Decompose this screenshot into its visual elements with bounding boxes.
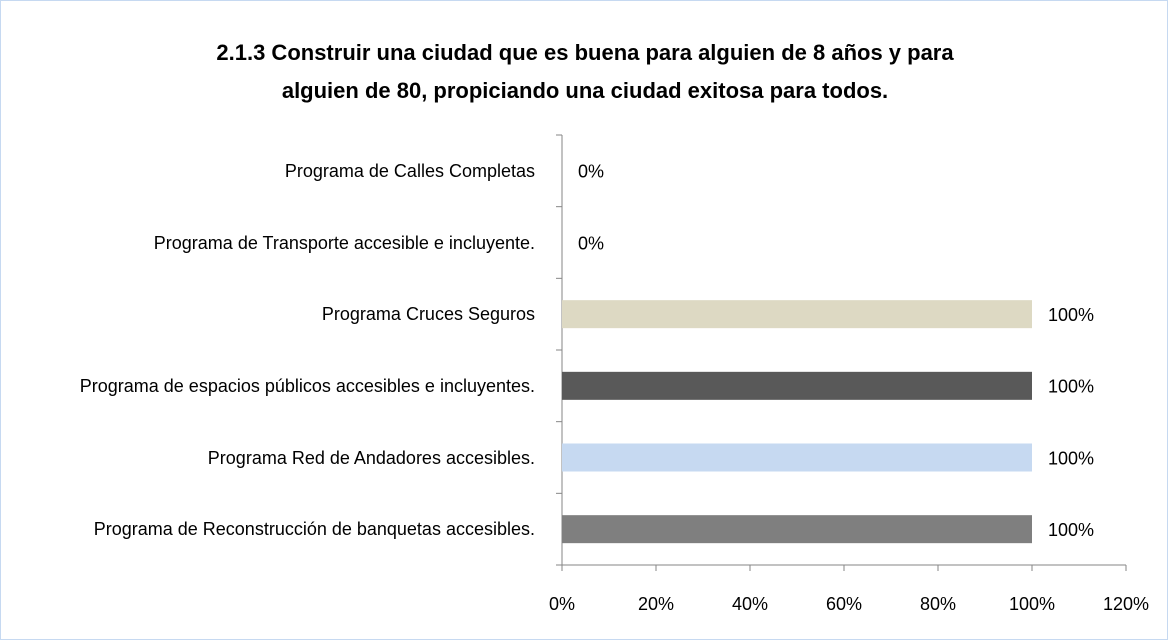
- bar: [562, 443, 1032, 472]
- x-tick-label: 100%: [1009, 594, 1055, 614]
- value-label: 100%: [1048, 377, 1094, 397]
- x-tick-label: 40%: [732, 594, 768, 614]
- x-tick-label: 20%: [638, 594, 674, 614]
- category-label: Programa Cruces Seguros: [321, 304, 535, 325]
- category-label: Programa de Reconstrucción de banquetas …: [93, 519, 535, 540]
- chart-title: 2.1.3 Construir una ciudad que es buena …: [216, 40, 954, 103]
- bar: [562, 371, 1032, 400]
- category-label: Programa Red de Andadores accesibles.: [207, 447, 535, 468]
- x-tick-label: 120%: [1103, 594, 1149, 614]
- category-label: Programa de espacios públicos accesibles…: [79, 375, 535, 396]
- value-label: 0%: [578, 233, 604, 253]
- bar: [562, 515, 1032, 544]
- value-label: 100%: [1048, 305, 1094, 325]
- value-label: 100%: [1048, 448, 1094, 468]
- chart: 0% 20% 40% 60% 80% 100% 120% 0% 0% 100% 100% 100% 10…: [549, 134, 1149, 614]
- bar: [562, 300, 1032, 329]
- x-tick-label: 0%: [549, 594, 575, 614]
- category-label: Programa de Transporte accesible e inclu…: [153, 232, 535, 253]
- x-tick-label: 80%: [920, 594, 956, 614]
- value-label: 0%: [578, 162, 604, 182]
- category-label: Programa de Calles Completas: [284, 160, 535, 181]
- x-tick-label: 60%: [826, 594, 862, 614]
- value-label: 100%: [1048, 520, 1094, 540]
